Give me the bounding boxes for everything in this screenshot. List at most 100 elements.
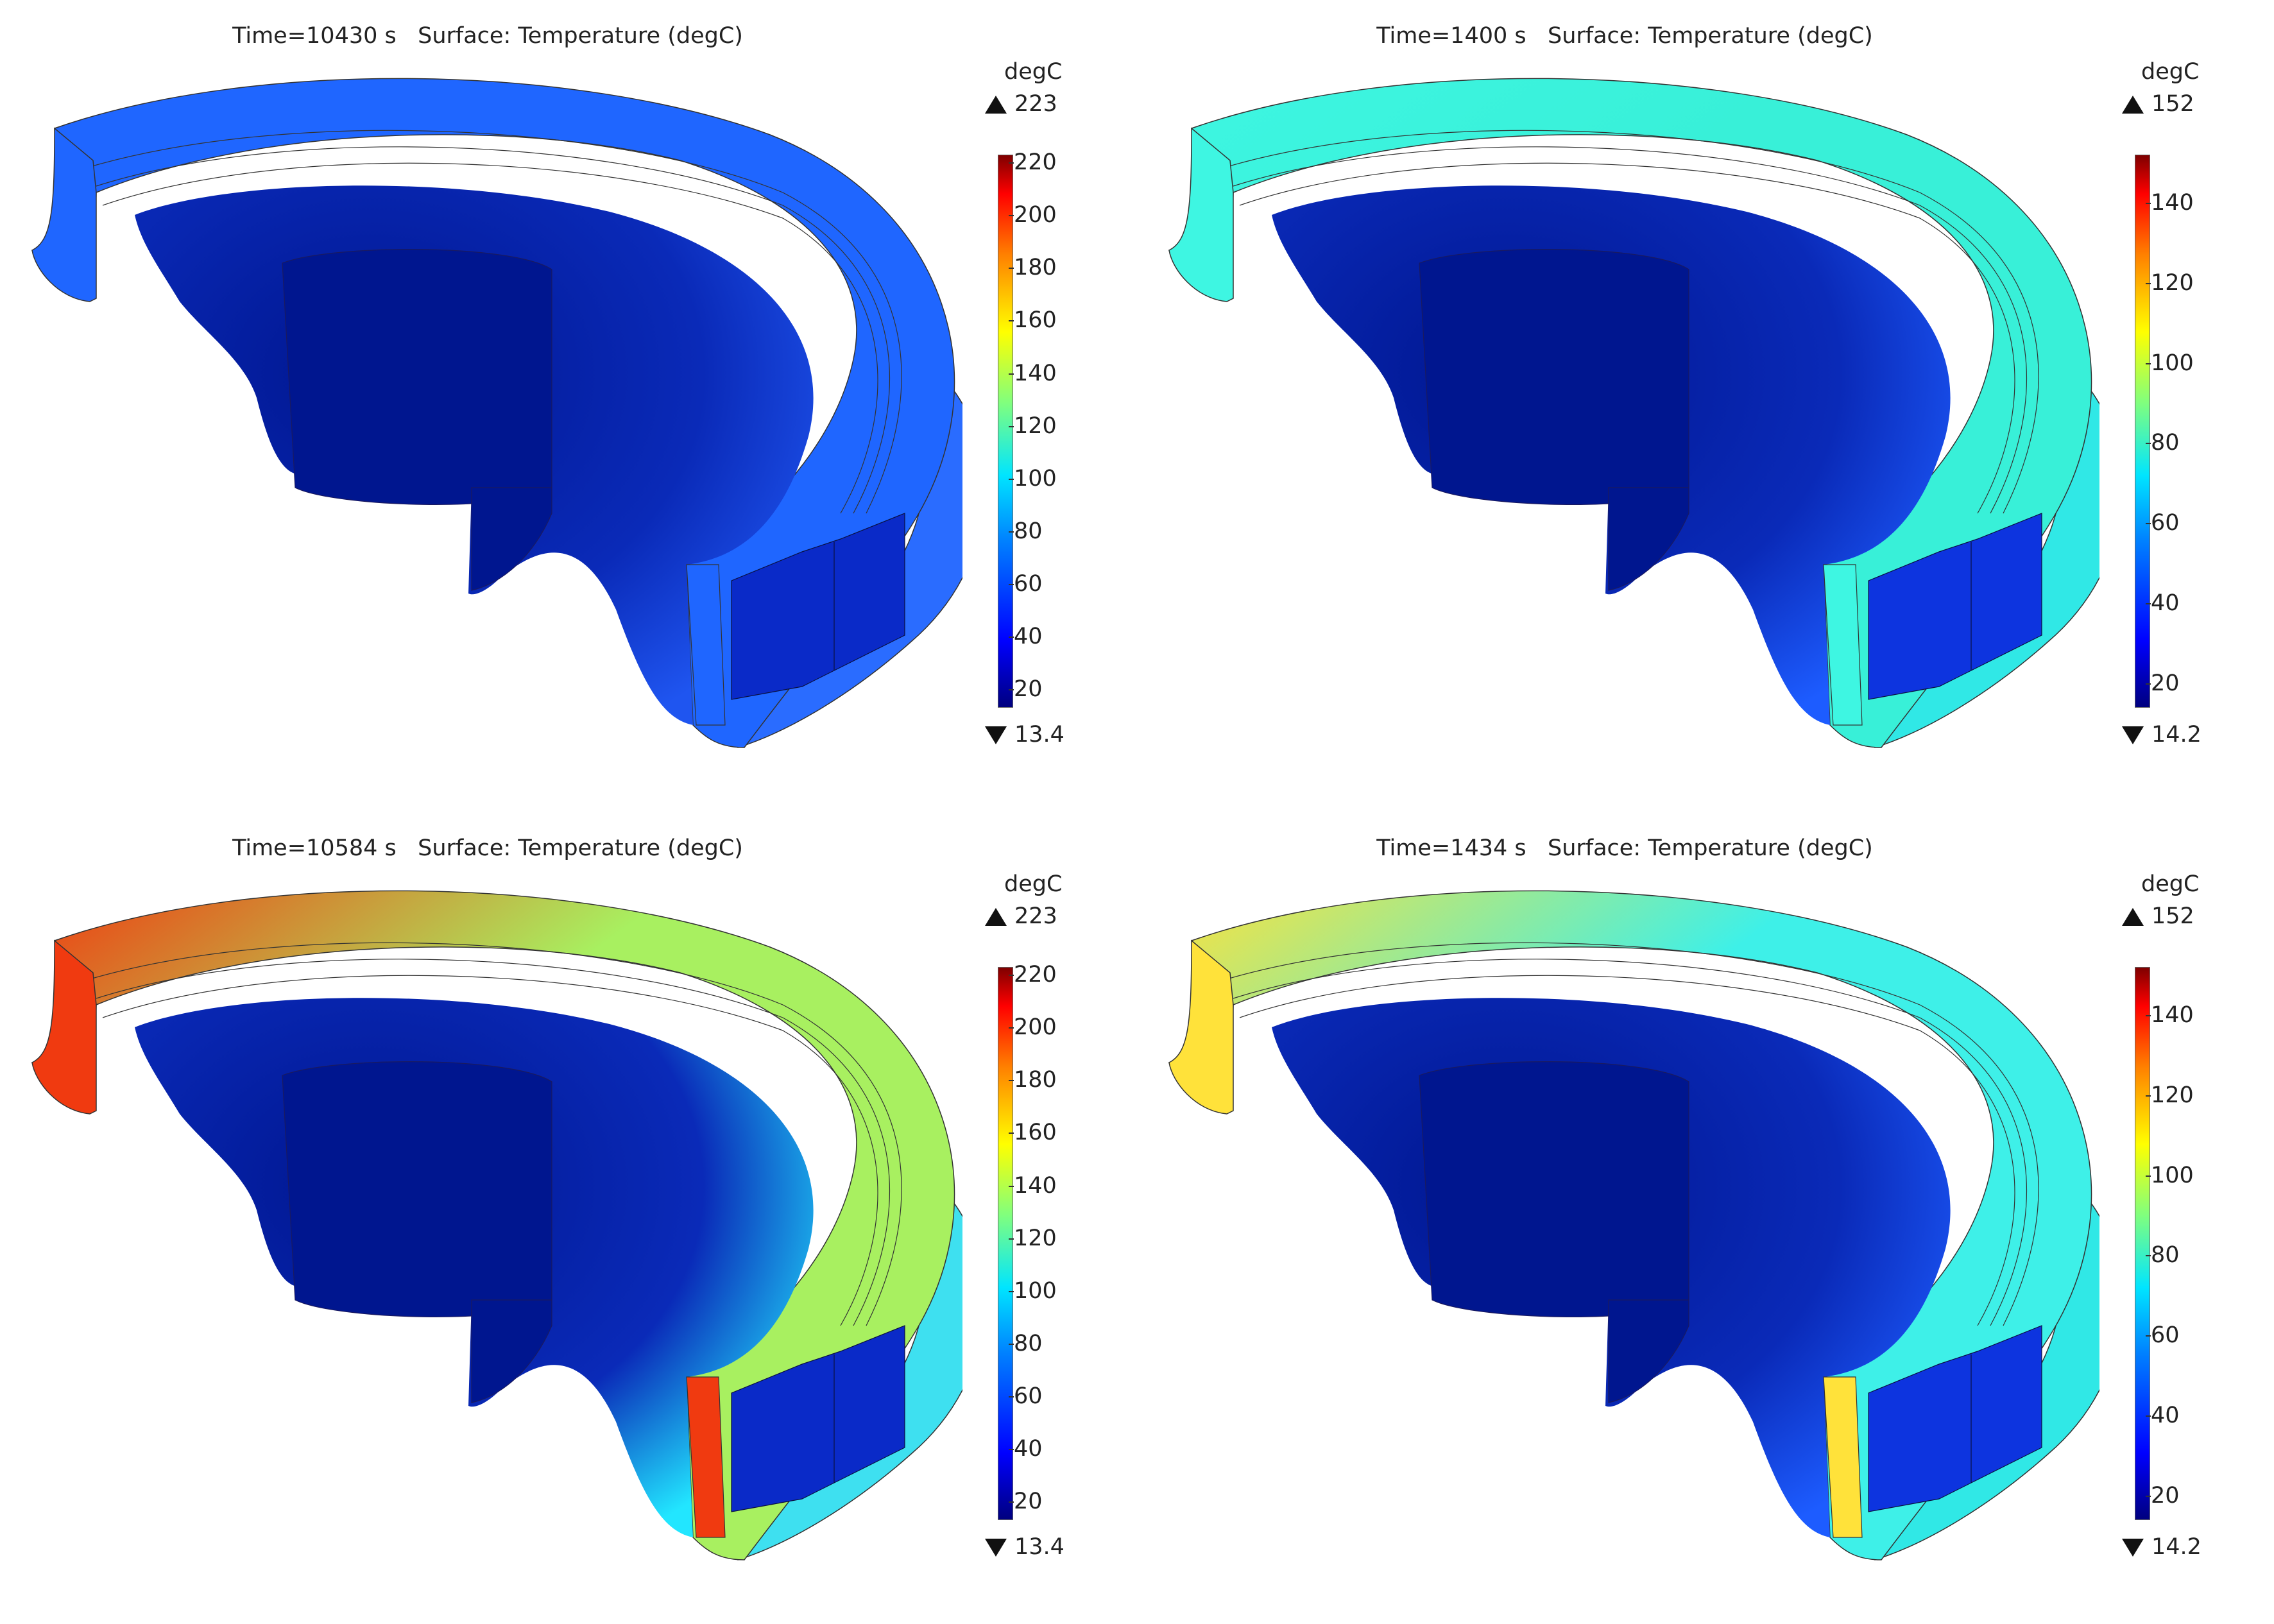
plot-title: Time=1434 s Surface: Temperature (degC) (1376, 835, 1873, 861)
colorbar-unit: degC (1004, 871, 1063, 897)
colorbar-ticks: 20 40 60 80 100 120 140 (2146, 967, 2228, 1519)
colorbar-min-label: 14.2 (2122, 1534, 2201, 1560)
max-triangle-icon (985, 908, 1007, 926)
colorbar-tick-label: 220 (1009, 962, 1057, 988)
colorbar (998, 967, 1013, 1520)
colorbar-min-label: 13.4 (985, 722, 1064, 748)
colorbar-tick-label: 80 (1009, 1330, 1043, 1356)
ring-edge-line (1233, 146, 2028, 514)
min-triangle-icon (985, 1539, 1007, 1557)
min-triangle-icon (2122, 1539, 2144, 1557)
colorbar-tick-label: 200 (1009, 202, 1057, 228)
colorbar-tick-label: 100 (2146, 350, 2194, 376)
brake-pad-block (1868, 513, 2042, 700)
colorbar-tick-label: 160 (1009, 1120, 1057, 1146)
colorbar-ticks: 20 40 60 80 100 120 140 (2146, 155, 2228, 706)
brake-pad-block (731, 513, 905, 700)
colorbar-unit: degC (1004, 59, 1063, 85)
min-triangle-icon (985, 726, 1007, 744)
colorbar-tick-label: 120 (1009, 1225, 1057, 1251)
ring-edge-line (1226, 130, 2039, 514)
max-triangle-icon (2122, 96, 2144, 114)
hub-hat (282, 1061, 552, 1317)
left-cut-face (31, 127, 97, 302)
left-cut-face (31, 939, 97, 1115)
hub-stub (1608, 1299, 1689, 1403)
colorbar-max-label: 223 (985, 903, 1057, 929)
colorbar (2135, 155, 2150, 708)
colorbar-tick-label: 140 (1009, 360, 1057, 386)
colorbar-tick-label: 100 (2146, 1162, 2194, 1188)
colorbar-tick-label: 20 (2146, 670, 2180, 696)
plot-panel-4: Time=1434 s Surface: Temperature (degC) … (1137, 812, 2274, 1624)
right-cut-face (1823, 564, 1863, 726)
colorbar-tick-label: 100 (1009, 465, 1057, 491)
colorbar-ticks: 20 40 60 80 100 120 140 160 180 200 220 (1009, 150, 1091, 706)
colorbar-max-label: 223 (985, 91, 1057, 117)
colorbar-tick-label: 80 (2146, 430, 2180, 456)
colorbar-unit: degC (2141, 871, 2200, 897)
plot-title: Time=10584 s Surface: Temperature (degC) (232, 835, 743, 861)
colorbar-max-label: 152 (2122, 91, 2194, 117)
colorbar-max-label: 152 (2122, 903, 2194, 929)
hub-stub (471, 1299, 552, 1403)
ring-edge-line (1239, 162, 2015, 514)
brake-disc-temperature-surface (31, 78, 962, 748)
ring-edge-line (1239, 975, 2015, 1326)
colorbar-tick-label: 60 (2146, 510, 2180, 536)
hub-hat (1419, 1061, 1689, 1317)
ring-edge-line (102, 975, 878, 1326)
hub-stub (471, 487, 552, 591)
colorbar-tick-label: 20 (1009, 676, 1043, 702)
max-triangle-icon (2122, 908, 2144, 926)
right-cut-face (686, 564, 726, 726)
colorbar-tick-label: 60 (2146, 1322, 2180, 1349)
min-triangle-icon (2122, 726, 2144, 744)
colorbar-tick-label: 40 (1009, 623, 1043, 649)
colorbar-tick-label: 140 (2146, 1002, 2194, 1028)
colorbar-tick-label: 220 (1009, 150, 1057, 176)
colorbar (998, 155, 1013, 708)
colorbar-ticks: 20 40 60 80 100 120 140 160 180 200 220 (1009, 962, 1091, 1519)
plot-panel-3: Time=10584 s Surface: Temperature (degC)… (0, 812, 1137, 1624)
ring-edge-line (89, 130, 902, 514)
colorbar-min-label: 14.2 (2122, 722, 2201, 748)
colorbar-tick-label: 60 (1009, 1383, 1043, 1409)
colorbar-unit: degC (2141, 59, 2200, 85)
colorbar-tick-label: 20 (2146, 1482, 2180, 1509)
max-triangle-icon (985, 96, 1007, 114)
ring-edge-line (102, 162, 878, 514)
colorbar-tick-label: 140 (1009, 1172, 1057, 1199)
colorbar-tick-label: 40 (1009, 1435, 1043, 1462)
brake-disc-temperature-surface (31, 890, 962, 1560)
colorbar-tick-label: 40 (2146, 1402, 2180, 1428)
ring-edge-line (89, 942, 902, 1326)
colorbar-tick-label: 180 (1009, 1067, 1057, 1093)
brake-pad-block (731, 1325, 905, 1512)
plot-title: Time=1400 s Surface: Temperature (degC) (1376, 23, 1873, 49)
colorbar-min-label: 13.4 (985, 1534, 1064, 1560)
hub-stub (1608, 487, 1689, 591)
colorbar-tick-label: 120 (2146, 269, 2194, 296)
colorbar-tick-label: 80 (1009, 518, 1043, 544)
colorbar-tick-label: 120 (2146, 1082, 2194, 1108)
left-cut-face (1168, 939, 1234, 1115)
colorbar-tick-label: 100 (1009, 1278, 1057, 1304)
ring-edge-line (1226, 942, 2039, 1326)
colorbar-tick-label: 40 (2146, 590, 2180, 616)
plot-panel-1: Time=10430 s Surface: Temperature (degC)… (0, 0, 1137, 812)
brake-disc-temperature-surface (1168, 890, 2099, 1560)
right-cut-face (686, 1376, 726, 1538)
colorbar-tick-label: 180 (1009, 255, 1057, 281)
left-cut-face (1168, 127, 1234, 302)
colorbar (2135, 967, 2150, 1520)
brake-disc-temperature-surface (1168, 78, 2099, 748)
colorbar-tick-label: 160 (1009, 307, 1057, 334)
brake-pad-block (1868, 1325, 2042, 1512)
ring-edge-line (96, 146, 891, 514)
right-cut-face (1823, 1376, 1863, 1538)
colorbar-tick-label: 20 (1009, 1488, 1043, 1514)
colorbar-tick-label: 140 (2146, 189, 2194, 216)
plot-title: Time=10430 s Surface: Temperature (degC) (232, 23, 743, 49)
colorbar-tick-label: 120 (1009, 413, 1057, 439)
